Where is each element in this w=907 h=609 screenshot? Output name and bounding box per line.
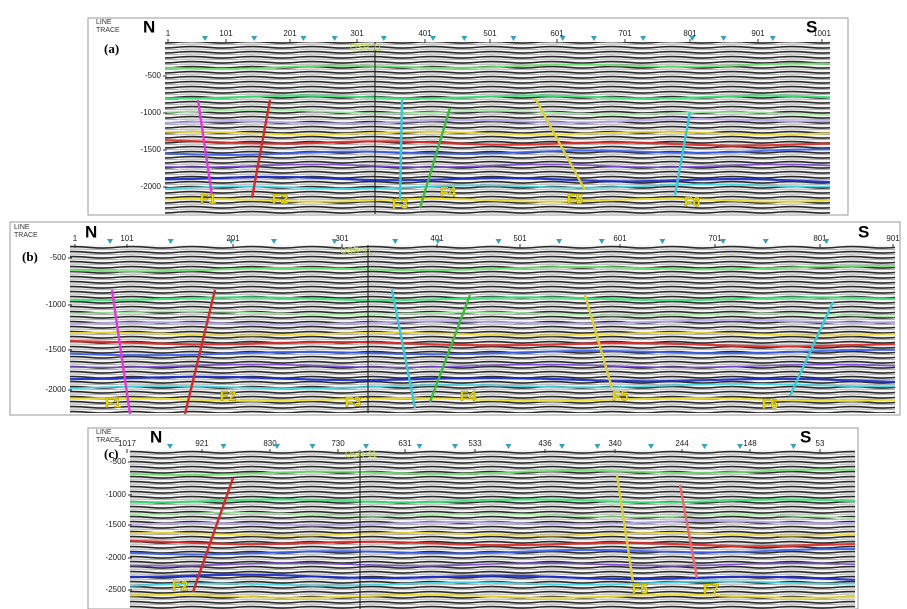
well-label: OSR-11	[350, 42, 382, 52]
fault-label: F2	[172, 578, 189, 594]
well-label: OSR-11	[345, 449, 377, 459]
trace-number: 1017	[118, 439, 136, 448]
trace-number: 301	[350, 29, 364, 38]
depth-label: -1000	[106, 490, 127, 499]
trace-number: 701	[618, 29, 632, 38]
trace-number: 501	[483, 29, 497, 38]
trace-number: 436	[538, 439, 552, 448]
fault-label: F1	[105, 395, 122, 411]
trace-label: TRACE	[96, 437, 120, 444]
fault-label: F5	[567, 191, 584, 207]
fault-label: F4	[460, 388, 477, 404]
line-label: LINE	[96, 19, 112, 26]
fault-label: F3	[392, 196, 409, 212]
depth-label: -1500	[46, 345, 67, 354]
figure: LINETRACENS(a)OSR-1111012013014015016017…	[0, 0, 907, 609]
well-label: OSR-11	[340, 245, 372, 255]
trace-number: 301	[335, 234, 349, 243]
trace-number: 1001	[813, 29, 831, 38]
line-label: LINE	[14, 224, 30, 231]
trace-number: 401	[418, 29, 432, 38]
panel-label: (a)	[104, 41, 119, 56]
trace-label: TRACE	[96, 27, 120, 34]
south-label: S	[800, 427, 811, 446]
trace-number: 631	[398, 439, 412, 448]
trace-number: 830	[263, 439, 277, 448]
depth-label: -500	[145, 71, 162, 80]
trace-number: 101	[219, 29, 233, 38]
trace-number: 201	[226, 234, 240, 243]
trace-number: 1	[73, 234, 78, 243]
depth-label: -2500	[106, 585, 127, 594]
depth-label: -1500	[141, 145, 162, 154]
line-label: LINE	[96, 429, 112, 436]
trace-number: 501	[513, 234, 527, 243]
depth-label: -500	[110, 457, 127, 466]
trace-number: 533	[468, 439, 482, 448]
depth-label: -1500	[106, 520, 127, 529]
fault-label: F5	[612, 388, 629, 404]
fault-label: F2	[220, 388, 237, 404]
trace-number: 901	[886, 234, 900, 243]
north-label: N	[150, 427, 162, 446]
trace-number: 340	[608, 439, 622, 448]
trace-number: 921	[195, 439, 209, 448]
south-label: S	[858, 222, 869, 241]
fault-label: F6	[762, 396, 779, 412]
trace-number: 601	[613, 234, 627, 243]
fault-label: F2	[272, 191, 289, 207]
fault-label: F6	[684, 194, 701, 210]
panel-label: (b)	[22, 249, 38, 264]
fault-label: F7	[703, 581, 720, 597]
trace-number: 244	[675, 439, 689, 448]
seismic-panel: LINETRACENS(a)OSR-1111012013014015016017…	[88, 17, 848, 215]
north-label: N	[85, 222, 97, 241]
fault-label: F3	[345, 394, 362, 410]
trace-number: 148	[743, 439, 757, 448]
trace-number: 901	[751, 29, 765, 38]
trace-label: TRACE	[14, 232, 38, 239]
trace-number: 730	[331, 439, 345, 448]
trace-number: 201	[283, 29, 297, 38]
trace-number: 701	[708, 234, 722, 243]
north-label: N	[143, 17, 155, 36]
depth-label: -2000	[46, 385, 67, 394]
trace-number: 53	[816, 439, 825, 448]
depth-label: -1000	[46, 300, 67, 309]
trace-number: 101	[120, 234, 134, 243]
fault-label: F4	[440, 184, 457, 200]
depth-label: -2000	[141, 182, 162, 191]
trace-number: 1	[166, 29, 171, 38]
depth-label: -2000	[106, 553, 127, 562]
fault-label: F5	[632, 581, 649, 597]
fault-label: F1	[200, 191, 217, 207]
depth-label: -1000	[141, 108, 162, 117]
depth-label: -500	[50, 253, 67, 262]
